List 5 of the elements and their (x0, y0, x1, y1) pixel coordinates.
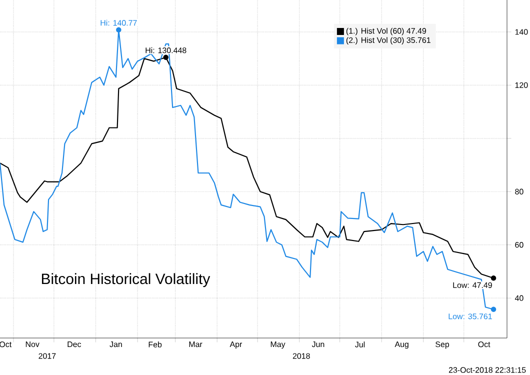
point (116, 27, 122, 32)
point (163, 54, 168, 60)
point (490, 306, 496, 312)
point (490, 276, 496, 281)
text: Bitcoin Historical Volatility (42, 273, 210, 288)
